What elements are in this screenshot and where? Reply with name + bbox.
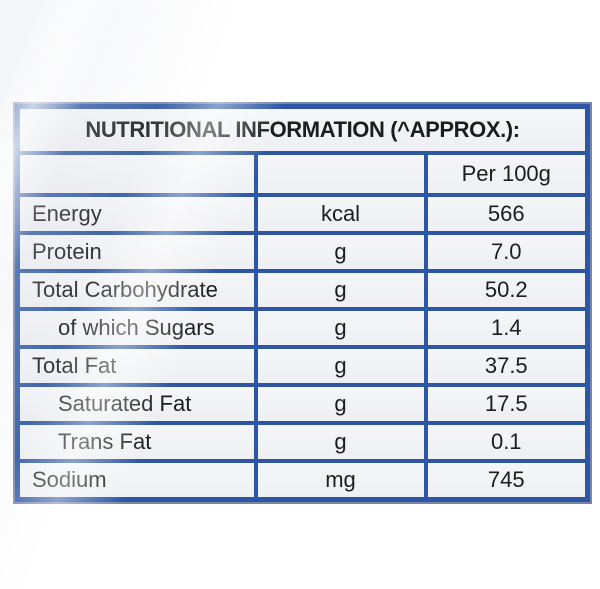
table-title: NUTRITIONAL INFORMATION (^APPROX.):: [15, 104, 590, 155]
nutrient-value: 1.4: [423, 307, 590, 349]
nutrient-label: Total Carbohydrate: [15, 269, 258, 311]
table-row: Energy kcal 566: [15, 193, 590, 235]
nutrient-unit: mg: [253, 459, 428, 502]
table-row: Total Carbohydrate g 50.2: [15, 269, 590, 311]
nutrient-unit: g: [253, 345, 428, 387]
header-per-100g-column: Per 100g: [423, 151, 590, 197]
header-nutrient-column: [15, 151, 258, 197]
nutrient-label: Total Fat: [15, 345, 258, 387]
nutrient-label: Saturated Fat: [15, 383, 258, 425]
nutrient-value: 7.0: [423, 231, 590, 273]
table-row: Sodium mg 745: [15, 459, 590, 502]
nutrient-unit: g: [253, 307, 428, 349]
table-row: of which Sugars g 1.4: [15, 307, 590, 349]
nutrient-value: 745: [423, 459, 590, 502]
nutrient-label: Trans Fat: [15, 421, 258, 463]
nutrient-value: 37.5: [423, 345, 590, 387]
nutrient-value: 17.5: [423, 383, 590, 425]
nutrient-value: 566: [423, 193, 590, 235]
nutrient-label: Energy: [15, 193, 258, 235]
table-body: Energy kcal 566 Protein g 7.0 Total Carb…: [15, 193, 590, 502]
nutrition-table: NUTRITIONAL INFORMATION (^APPROX.): Per …: [15, 104, 591, 502]
nutrient-label: of which Sugars: [15, 307, 258, 349]
table-row: Protein g 7.0: [15, 231, 590, 273]
table-header-row: Per 100g: [15, 151, 590, 197]
nutrient-unit: g: [253, 421, 428, 463]
nutrient-value: 0.1: [423, 421, 590, 463]
nutrient-unit: g: [253, 269, 428, 311]
header-unit-column: [253, 151, 428, 197]
nutrient-label: Sodium: [15, 459, 258, 502]
table-row: Trans Fat g 0.1: [15, 421, 590, 463]
table-row: Total Fat g 37.5: [15, 345, 590, 387]
nutrient-label: Protein: [15, 231, 258, 273]
nutrition-table-container: NUTRITIONAL INFORMATION (^APPROX.): Per …: [15, 104, 591, 502]
table-title-row: NUTRITIONAL INFORMATION (^APPROX.):: [15, 104, 590, 155]
nutrient-unit: g: [253, 383, 428, 425]
table-row: Saturated Fat g 17.5: [15, 383, 590, 425]
nutrient-value: 50.2: [423, 269, 590, 311]
nutrient-unit: g: [253, 231, 428, 273]
nutrient-unit: kcal: [253, 193, 428, 235]
